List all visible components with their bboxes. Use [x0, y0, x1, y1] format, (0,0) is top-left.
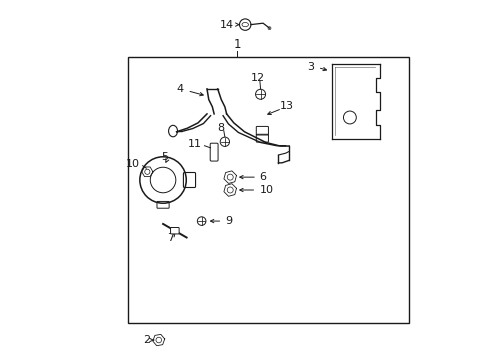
Text: 8: 8 [217, 123, 224, 133]
Text: 9: 9 [224, 216, 231, 226]
Text: 12: 12 [250, 73, 264, 83]
Text: 4: 4 [176, 84, 183, 94]
Text: 6: 6 [259, 172, 266, 182]
Text: 5: 5 [161, 152, 167, 162]
Text: 1: 1 [233, 38, 241, 51]
Text: 7: 7 [166, 233, 173, 243]
Bar [128, 57, 408, 323]
Text: 2: 2 [142, 335, 149, 345]
Text: 14: 14 [219, 19, 233, 30]
Text: 10: 10 [125, 159, 140, 169]
Text: 3: 3 [306, 63, 313, 72]
Text: 13: 13 [279, 101, 293, 111]
Text: 10: 10 [259, 185, 273, 195]
Text: 11: 11 [187, 139, 201, 149]
FancyBboxPatch shape [170, 228, 179, 234]
